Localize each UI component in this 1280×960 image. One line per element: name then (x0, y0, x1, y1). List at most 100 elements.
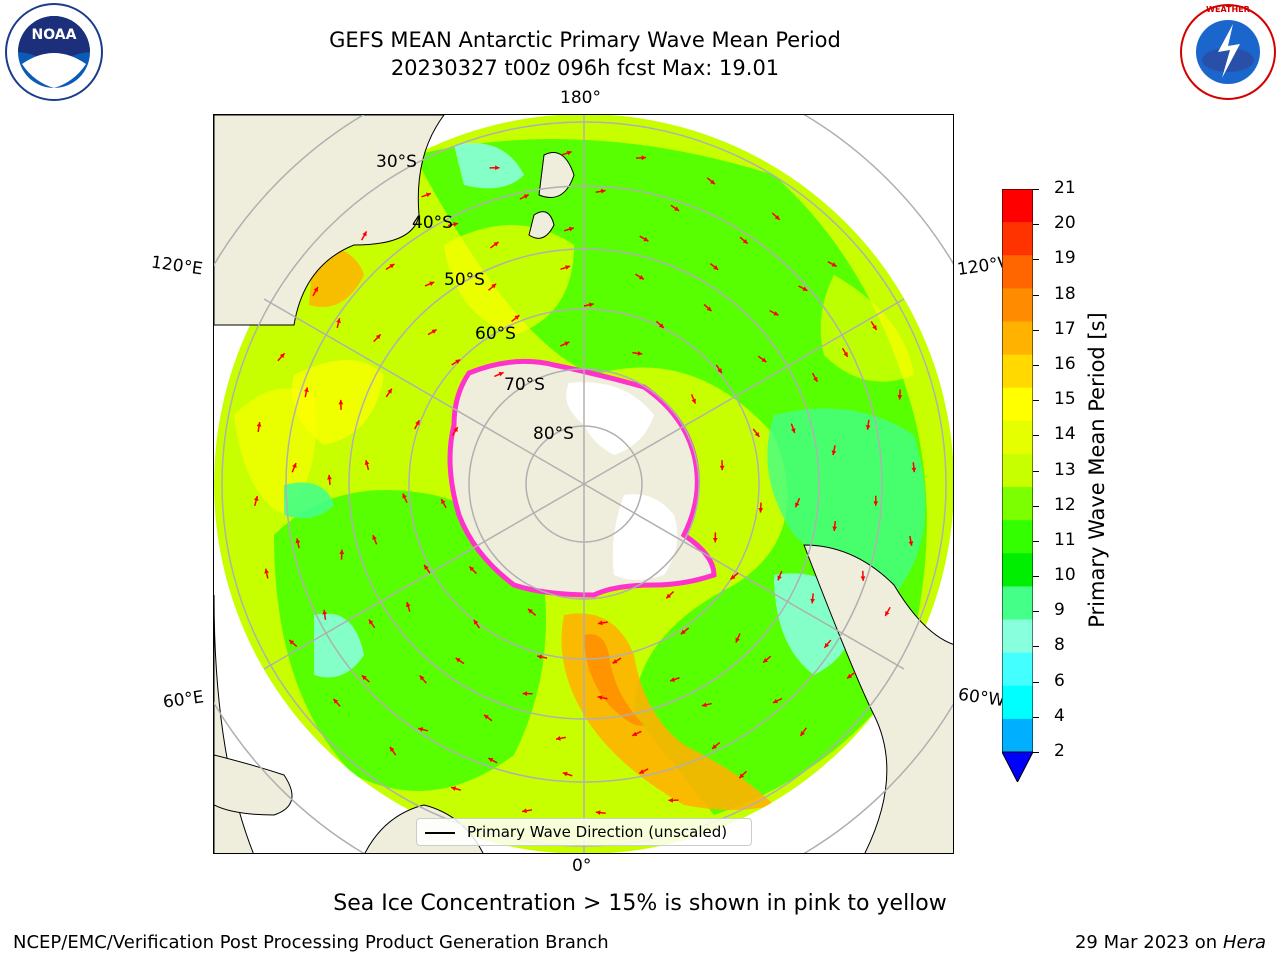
wave-arrow-head (429, 281, 435, 286)
footer-date: 29 Mar 2023 on Hera (1075, 932, 1266, 953)
colorbar-tick-mark (1033, 646, 1039, 648)
lat-label-70s: 70°S (504, 375, 545, 395)
noaa-logo: NOAA (4, 2, 104, 102)
wave-arrow-head (659, 323, 664, 328)
footer-branch: NCEP/EMC/Verification Post Processing Pr… (13, 932, 609, 953)
wave-arrow-head (666, 593, 672, 599)
wave-arrow-head (908, 541, 914, 546)
wave-arrow-head (674, 206, 680, 211)
wave-arrow-head (339, 549, 345, 555)
wave-arrow-head (597, 620, 603, 626)
lon-label-120e: 120°E (149, 252, 204, 280)
wave-arrow-head (637, 351, 643, 356)
colorbar-band (1002, 387, 1033, 422)
colorbar-extend-triangle (1001, 751, 1034, 784)
colorbar-tick-mark (1033, 470, 1039, 472)
wave-arrow-head (327, 474, 332, 480)
wave-arrow-head (831, 450, 837, 456)
wave-arrow-head (872, 324, 877, 330)
colorbar-tick-label: 16 (1054, 353, 1076, 374)
wave-arrow-head (800, 731, 805, 736)
wave-arrow-head (600, 188, 606, 194)
colorbar-band (1002, 288, 1033, 322)
colorbar-tick-label: 12 (1054, 494, 1076, 515)
wave-arrow-head (638, 275, 644, 280)
wave-arrow-head (612, 658, 618, 664)
legend-line-sample (425, 832, 455, 834)
lat-label-40s: 40°S (412, 213, 453, 233)
wave-arrow-head (565, 265, 570, 270)
colorbar-tick-mark (1033, 189, 1039, 190)
wave-arrow-head (639, 769, 645, 774)
lon-label-60w: 60°W (956, 684, 1007, 712)
wave-arrow-head (758, 508, 764, 513)
wave-arrow-head (566, 150, 572, 156)
wave-arrow-head (810, 598, 815, 604)
colorbar-tick-mark (1033, 364, 1039, 366)
colorbar-tick-label: 4 (1054, 705, 1065, 726)
colorbar-tick-label: 13 (1054, 459, 1076, 480)
wave-arrow-head (361, 675, 367, 681)
wave-arrow-head (537, 654, 543, 660)
wave-arrow-head (873, 501, 879, 506)
wave-arrow-head (680, 629, 686, 635)
wave-arrow-head (763, 657, 768, 663)
continents (214, 115, 953, 853)
wave-arrow-head (498, 371, 504, 377)
wave-arrow-head (706, 306, 712, 312)
colorbar-tick-mark (1033, 752, 1039, 753)
wave-arrow-head (730, 574, 736, 580)
colorbar-tick-mark (1033, 435, 1039, 437)
wave-direction-arrows (253, 150, 917, 815)
colorbar-tick-mark (1033, 576, 1039, 578)
colorbar-tick-label: 14 (1054, 424, 1076, 445)
colorbar-tick-mark (1033, 681, 1039, 683)
wave-arrow-head (368, 619, 374, 625)
wave-arrow-head (256, 422, 262, 427)
wave-arrow-head (643, 236, 649, 242)
wave-arrow-head (802, 286, 808, 291)
colorbar-tick-label: 18 (1054, 283, 1076, 304)
colorbar (1001, 188, 1034, 784)
colorbar-tick-label: 8 (1054, 635, 1065, 656)
wave-arrow-head (527, 608, 533, 614)
wave-arrow-head (495, 165, 500, 171)
wave-arrow-head (865, 425, 871, 430)
wave-arrow-head (847, 673, 853, 679)
wave-arrow-head (885, 610, 890, 616)
wave-arrow-head (711, 744, 717, 749)
wave-arrow-head (389, 263, 395, 269)
wave-arrow-head (279, 353, 285, 359)
wave-arrow-head (336, 318, 341, 324)
wave-arrow-head (790, 428, 796, 434)
wave-arrow-head (754, 431, 760, 437)
colorbar-tick-mark (1033, 329, 1039, 331)
wave-arrow-head (473, 619, 479, 625)
wave-arrow-head (773, 311, 779, 316)
wave-arrow-head (402, 493, 407, 499)
wave-arrow-head (668, 797, 673, 803)
wave-arrow-head (322, 609, 328, 615)
colorbar-tick-label: 10 (1054, 565, 1076, 586)
colorbar-tick-mark (1033, 294, 1039, 296)
wave-arrow-head (455, 359, 461, 364)
lon-label-0: 0° (572, 856, 592, 876)
wave-arrow-head (522, 691, 528, 697)
colorbar-tick-mark (1033, 716, 1039, 718)
wave-arrow-head (568, 226, 574, 232)
colorbar-band (1002, 718, 1033, 753)
wave-arrow-head (777, 575, 782, 581)
wave-arrow-head (739, 773, 745, 779)
colorbar-band (1002, 520, 1033, 554)
graticule (214, 115, 953, 853)
legend-label: Primary Wave Direction (unscaled) (467, 823, 728, 841)
colorbar-tick-label: 19 (1054, 248, 1076, 269)
wave-arrow-head (415, 420, 420, 426)
wave-arrow-head (453, 221, 459, 227)
colorbar-band (1002, 553, 1033, 587)
wave-arrow-head (424, 564, 429, 570)
wave-arrow-head (564, 341, 570, 346)
wave-arrow-head (824, 642, 830, 648)
colorbar-band (1002, 652, 1033, 687)
colorbar-band (1002, 354, 1033, 389)
